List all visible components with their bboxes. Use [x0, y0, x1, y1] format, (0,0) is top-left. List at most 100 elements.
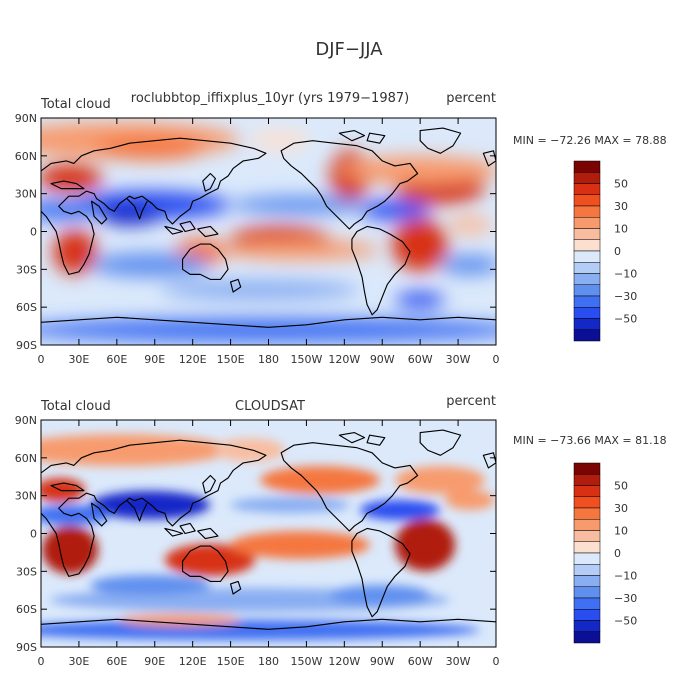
x-tick-label: 0: [493, 655, 500, 668]
y-tick-label: 60N: [15, 452, 37, 465]
x-tick-label: 30W: [446, 655, 471, 668]
y-tick-label: 90N: [15, 414, 37, 427]
colorbar-swatch: [573, 575, 601, 587]
colorbar-swatch: [573, 586, 601, 599]
min-max-stats: MIN = −72.26 MAX = 78.88: [513, 134, 667, 147]
colorbar-label: −10: [614, 570, 637, 583]
panel-center-label: CLOUDSAT: [235, 399, 305, 414]
colorbar-swatch: [573, 318, 601, 330]
colorbar-label: 50: [614, 480, 628, 493]
y-tick-label: 30N: [15, 188, 37, 201]
y-tick-label: 30N: [15, 490, 37, 503]
colorbar-label: 10: [614, 525, 628, 538]
colorbar-swatch: [573, 329, 601, 342]
colorbar-swatch: [573, 239, 601, 252]
panel-left-label: Total cloud: [40, 97, 111, 112]
x-tick-label: 0: [493, 353, 500, 366]
y-tick-label: 60S: [16, 603, 37, 616]
colorbar-label: −30: [614, 290, 637, 303]
colorbar-swatch: [573, 474, 601, 486]
colorbar-swatch: [573, 530, 601, 542]
x-tick-label: 150W: [290, 655, 322, 668]
colorbar-swatch: [573, 507, 601, 520]
colorbar-label: −50: [614, 313, 637, 326]
x-tick-label: 90W: [370, 655, 395, 668]
cloud-difference-field: [41, 420, 496, 647]
colorbar-swatch: [573, 194, 601, 207]
colorbar-swatch: [573, 519, 601, 531]
colorbar-label: −10: [614, 268, 637, 281]
colorbar-swatch: [573, 609, 601, 621]
y-tick-label: 30S: [16, 263, 37, 276]
x-tick-label: 90E: [144, 655, 165, 668]
x-tick-label: 0: [38, 353, 45, 366]
x-tick-label: 90W: [370, 353, 395, 366]
y-tick-label: 90S: [16, 641, 37, 654]
x-tick-label: 60E: [106, 655, 127, 668]
x-tick-label: 30E: [68, 655, 89, 668]
colorbar-swatch: [573, 217, 601, 229]
panel-right-label: percent: [446, 394, 496, 409]
colorbar-label: −30: [614, 592, 637, 605]
x-tick-label: 150E: [217, 353, 245, 366]
colorbar-swatch: [573, 631, 601, 644]
y-tick-label: 0: [30, 528, 37, 541]
y-tick-label: 30S: [16, 565, 37, 578]
colorbar-swatch: [573, 284, 601, 297]
x-tick-label: 120W: [328, 655, 360, 668]
x-tick-label: 90E: [144, 353, 165, 366]
x-tick-label: 60E: [106, 353, 127, 366]
x-tick-label: 120W: [328, 353, 360, 366]
x-tick-label: 60W: [408, 353, 433, 366]
colorbar-swatch: [573, 228, 601, 240]
colorbar-swatch: [573, 307, 601, 319]
x-tick-label: 120E: [179, 353, 207, 366]
cloud-difference-field: [41, 118, 496, 345]
map-panel-cloudsat: Total cloud CLOUDSAT percent MIN = −73.6…: [40, 394, 667, 648]
panel-left-label: Total cloud: [40, 399, 111, 414]
x-tick-label: 0: [38, 655, 45, 668]
colorbar-label: −50: [614, 615, 637, 628]
colorbar-label: 30: [614, 200, 628, 213]
colorbar-label: 0: [614, 547, 621, 560]
x-tick-label: 180: [258, 655, 279, 668]
colorbar-swatch: [573, 295, 601, 308]
colorbar-swatch: [573, 485, 601, 497]
x-tick-label: 120E: [179, 655, 207, 668]
map-panel-model: Total cloud roclubbtop_iffixplus_10yr (y…: [40, 91, 667, 346]
y-tick-label: 90S: [16, 339, 37, 352]
x-tick-label: 30E: [68, 353, 89, 366]
x-tick-label: 150E: [217, 655, 245, 668]
colorbar-swatch: [573, 262, 601, 274]
colorbar-label: 30: [614, 502, 628, 515]
y-tick-label: 0: [30, 226, 37, 239]
colorbar-label: 50: [614, 178, 628, 191]
colorbar-label: 0: [614, 245, 621, 258]
colorbar-swatch: [573, 183, 601, 195]
x-tick-label: 180: [258, 353, 279, 366]
colorbar-label: 10: [614, 223, 628, 236]
panel-center-label: roclubbtop_iffixplus_10yr (yrs 1979−1987…: [131, 91, 409, 106]
x-tick-label: 150W: [290, 353, 322, 366]
colorbar-swatch: [573, 172, 601, 184]
colorbar-swatch: [573, 273, 601, 285]
colorbar-swatch: [573, 462, 601, 475]
colorbar-swatch: [573, 597, 601, 610]
panel-right-label: percent: [446, 91, 496, 106]
colorbar-swatch: [573, 620, 601, 632]
x-tick-label: 30W: [446, 353, 471, 366]
colorbar-swatch: [573, 552, 601, 565]
min-max-stats: MIN = −73.66 MAX = 81.18: [513, 434, 667, 447]
colorbar-swatch: [573, 250, 601, 263]
y-tick-label: 60N: [15, 150, 37, 163]
colorbar-swatch: [573, 496, 601, 509]
y-tick-label: 60S: [16, 301, 37, 314]
colorbar-swatch: [573, 541, 601, 554]
y-tick-label: 90N: [15, 112, 37, 125]
colorbar-swatch: [573, 564, 601, 576]
x-tick-label: 60W: [408, 655, 433, 668]
colorbar-swatch: [573, 205, 601, 218]
colorbar-swatch: [573, 160, 601, 173]
figure-title: DJF−JJA: [315, 39, 383, 60]
